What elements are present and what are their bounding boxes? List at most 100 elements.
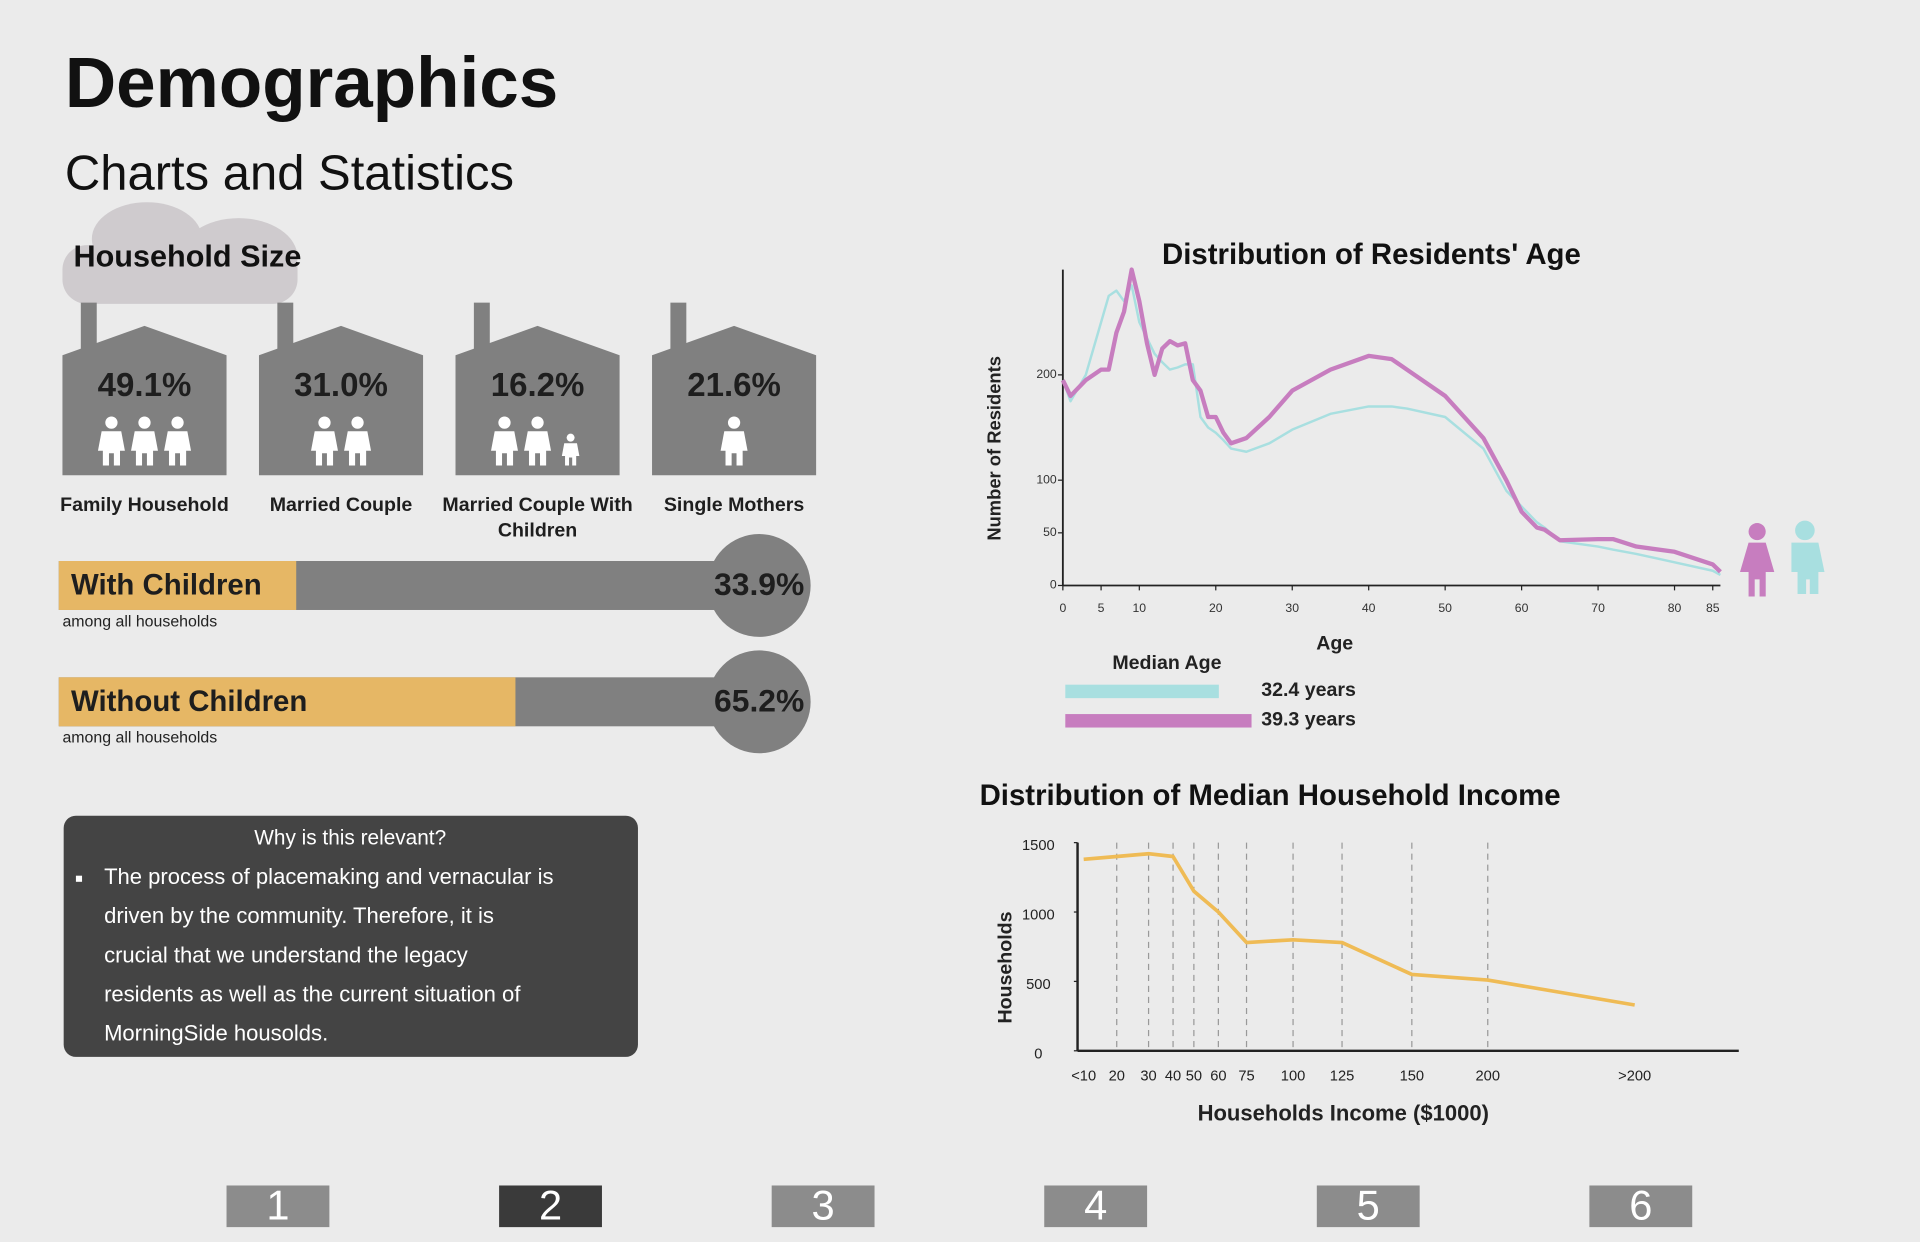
house-value: 16.2% (491, 367, 585, 404)
person-head (171, 416, 184, 429)
info-title: Why is this relevant? (254, 826, 446, 849)
income-line (1083, 851, 1636, 1007)
x-tick-label: 10 (1133, 601, 1147, 615)
bullet (75, 875, 83, 882)
median-label: 32.4 years (1261, 679, 1356, 701)
x-axis-label: Age (1316, 632, 1353, 654)
person-head (498, 416, 511, 429)
chimney (670, 302, 687, 358)
house-label: Married Couple With Children (442, 495, 632, 542)
house (258, 325, 424, 476)
house-label: Family Household (60, 495, 229, 516)
y-tick-label: 1500 (1022, 838, 1055, 854)
x-tick-label: 20 (1209, 601, 1223, 615)
x-tick-label: 70 (1591, 601, 1605, 615)
page-button[interactable] (1316, 1185, 1420, 1228)
y-tick-label: 200 (1036, 367, 1057, 381)
page-number: 3 (812, 1182, 835, 1229)
person-head (105, 416, 118, 429)
person-head (351, 416, 364, 429)
page-button[interactable] (226, 1185, 330, 1228)
page-subtitle: Charts and Statistics (65, 146, 514, 200)
house-value: 21.6% (687, 367, 781, 404)
person-icon (524, 416, 552, 466)
person-body (524, 431, 552, 466)
bar-note: among all households (62, 730, 217, 747)
person-icon (344, 416, 372, 466)
house-label-text: Married Couple (269, 494, 413, 516)
page-title: Demographics (65, 44, 558, 123)
person-body (720, 431, 748, 466)
person-body (164, 431, 192, 466)
age-line (1060, 267, 1722, 574)
x-tick-label: 60 (1210, 1068, 1226, 1084)
chart-title: Distribution of Residents' Age (1162, 238, 1581, 271)
median-bar (1065, 714, 1252, 728)
person-body (561, 443, 580, 466)
page-number: 2 (539, 1182, 562, 1229)
median-label: 39.3 years (1261, 708, 1356, 730)
person-head (531, 416, 544, 429)
chimney (277, 302, 294, 358)
y-tick-label: 0 (1034, 1046, 1042, 1062)
person-body (344, 431, 372, 466)
person-head (318, 416, 331, 429)
chimney (473, 302, 490, 358)
page-number: 5 (1357, 1182, 1380, 1229)
person-head (566, 433, 575, 442)
bar-value: 65.2% (714, 682, 804, 718)
legend-title: Median Age (1112, 652, 1221, 674)
y-axis-label: Households (995, 911, 1017, 1023)
bar-label: With Children (71, 568, 262, 601)
house (652, 325, 817, 476)
bar-value: 33.9% (714, 566, 804, 602)
bar-note: among all households (62, 613, 217, 630)
x-tick-label: 75 (1238, 1068, 1254, 1084)
bar-fill (58, 561, 297, 610)
info-line: crucial that we understand the legacy (104, 942, 468, 967)
y-tick-label: 0 (1050, 578, 1057, 592)
info-line: MorningSide housolds. (104, 1021, 328, 1046)
x-tick-label: 200 (1475, 1068, 1500, 1084)
bar-fill (58, 677, 516, 727)
median-bar (1065, 684, 1219, 699)
x-tick-label: 40 (1165, 1068, 1181, 1084)
person-body (311, 431, 338, 466)
info-line: residents as well as the current situati… (104, 982, 521, 1007)
chimney (80, 302, 97, 358)
page-button[interactable] (499, 1185, 602, 1228)
x-tick-label: 60 (1515, 601, 1529, 615)
chart-title: Distribution of Median Household Income (980, 779, 1561, 812)
person-body (131, 431, 158, 466)
y-tick-label: 500 (1026, 977, 1051, 993)
x-tick-label: 80 (1668, 601, 1682, 615)
page-number: 6 (1629, 1182, 1652, 1229)
house-label: Single Mothers (663, 494, 805, 516)
page-button[interactable] (771, 1185, 875, 1228)
person-icon (720, 416, 748, 466)
person-icon (131, 416, 158, 466)
person-icon (164, 416, 192, 466)
y-tick-label: 1000 (1022, 908, 1055, 924)
person-icon (561, 433, 580, 466)
person-body (97, 431, 125, 466)
house-label: Married Couple (269, 494, 413, 516)
page-button[interactable] (1589, 1185, 1693, 1228)
x-tick-label: 0 (1059, 601, 1066, 615)
house-value: 31.0% (294, 367, 388, 404)
page-number: 1 (266, 1182, 289, 1229)
person-body (491, 431, 518, 466)
page-number: 4 (1084, 1182, 1107, 1229)
x-tick-label: 30 (1285, 601, 1299, 615)
x-tick-label: 150 (1400, 1068, 1425, 1084)
house-label-text: Single Mothers (663, 494, 805, 516)
page-button[interactable] (1044, 1185, 1148, 1228)
person-icon (311, 416, 338, 466)
person-head (727, 416, 741, 429)
age-line (1061, 284, 1721, 577)
x-tick-label: 5 (1098, 601, 1105, 615)
x-tick-label: 125 (1330, 1068, 1355, 1084)
person-icon (491, 416, 518, 466)
info-box (63, 815, 638, 1057)
